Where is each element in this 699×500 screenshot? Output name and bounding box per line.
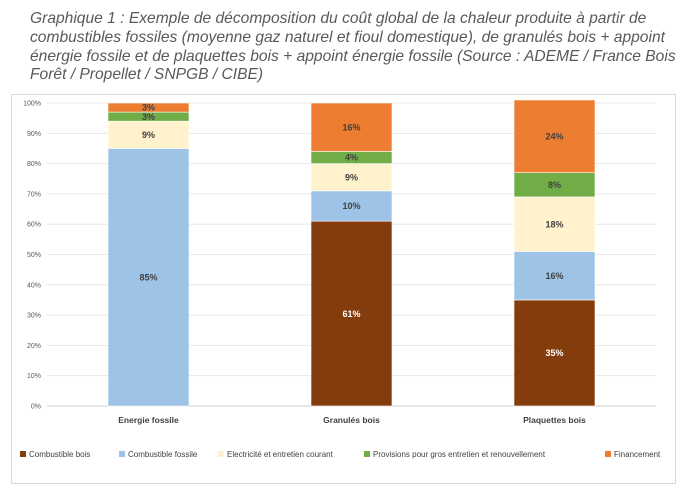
bar-segment [513,196,596,252]
bar-segment [310,190,393,222]
legend-label: Financement [614,450,661,459]
data-label: 16% [545,271,563,281]
y-tick-label: 50% [27,252,41,259]
data-label: 24% [545,132,563,142]
bar-segment [513,251,596,301]
bar-segment [310,163,393,192]
x-category-label: Energie fossile [118,415,179,425]
data-label: 18% [545,219,563,229]
bar-segment [310,102,393,152]
x-category-label: Plaquettes bois [523,415,586,425]
data-label: 4% [345,153,358,163]
data-label: 61% [342,309,360,319]
y-tick-label: 80% [27,161,41,168]
y-tick-label: 100% [23,101,41,108]
bar-segment [107,148,190,407]
legend-label: Combustible fossile [128,450,198,459]
data-label: 9% [345,172,358,182]
y-tick-label: 70% [27,191,41,198]
data-label: 10% [342,201,360,211]
bar-segment [107,120,190,149]
y-tick-label: 30% [27,313,41,320]
y-tick-label: 60% [27,222,41,229]
y-tick-label: 0% [31,404,41,411]
chart-caption: Graphique 1 : Exemple de décomposition d… [30,10,676,84]
data-label: 3% [142,103,155,113]
data-label: 3% [142,112,155,122]
legend-swatch [119,451,125,457]
legend-swatch [218,451,224,457]
y-tick-label: 40% [27,282,41,289]
legend-swatch [605,451,611,457]
legend-swatch [364,451,370,457]
legend-swatch [20,451,26,457]
data-label: 8% [548,180,561,190]
legend-label: Combustible bois [29,450,90,459]
data-label: 85% [139,272,157,282]
bar-segment [513,299,596,407]
legend-label: Provisions pour gros entretien et renouv… [373,450,546,459]
x-category-label: Granulés bois [323,415,380,425]
data-label: 9% [142,130,155,140]
bar-segment [513,99,596,173]
legend-label: Electricité et entretien courant [227,450,334,459]
data-label: 35% [545,348,563,358]
data-label: 16% [342,122,360,132]
y-tick-label: 10% [27,373,41,380]
y-tick-label: 20% [27,343,41,350]
y-tick-label: 90% [27,131,41,138]
bar-segment [107,102,190,113]
